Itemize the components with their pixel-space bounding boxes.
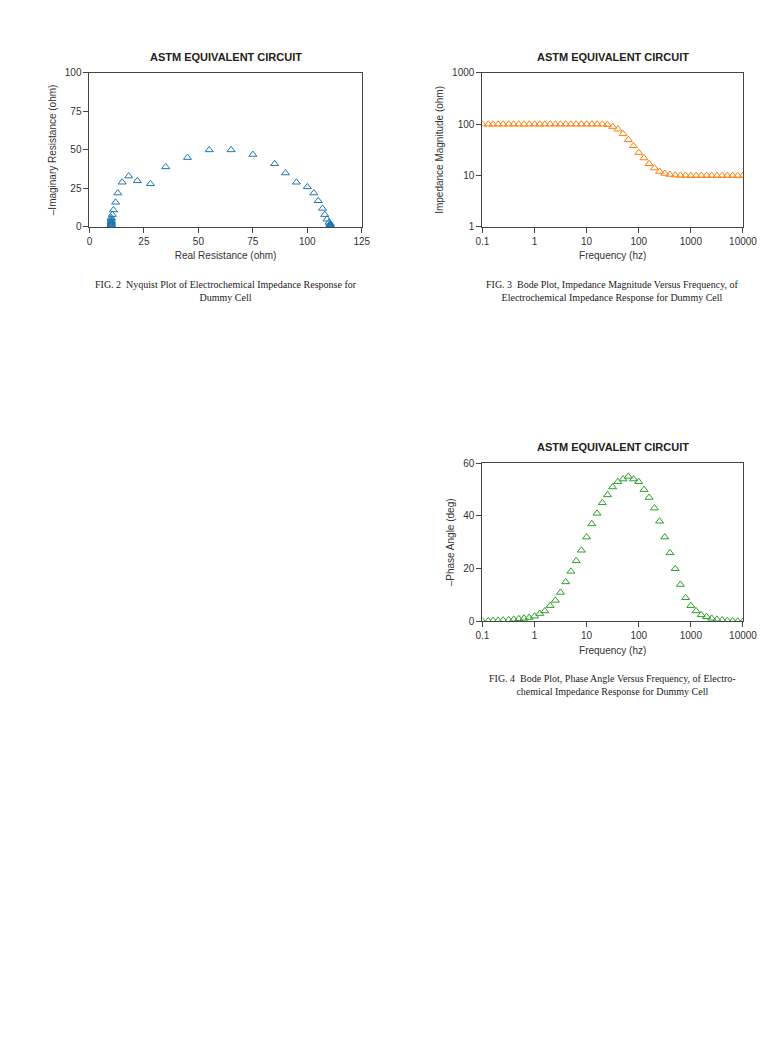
svg-text:–Imaginary Resistance (ohm): –Imaginary Resistance (ohm) (47, 85, 58, 216)
svg-text:10: 10 (581, 630, 593, 641)
svg-text:25: 25 (138, 236, 150, 247)
svg-text:100: 100 (299, 236, 316, 247)
svg-text:0.1: 0.1 (475, 236, 489, 247)
svg-text:75: 75 (70, 106, 82, 117)
svg-text:20: 20 (463, 563, 475, 574)
svg-text:25: 25 (70, 183, 82, 194)
svg-text:ASTM EQUIVALENT CIRCUIT: ASTM EQUIVALENT CIRCUIT (537, 51, 689, 63)
svg-text:1: 1 (532, 236, 538, 247)
svg-text:Impedance Magnitude (ohm): Impedance Magnitude (ohm) (434, 86, 445, 214)
svg-text:10: 10 (463, 170, 475, 181)
svg-text:0: 0 (87, 236, 93, 247)
svg-text:75: 75 (247, 236, 259, 247)
svg-text:100: 100 (458, 119, 475, 130)
svg-text:10000: 10000 (729, 236, 757, 247)
svg-text:0.1: 0.1 (475, 630, 489, 641)
svg-text:100: 100 (630, 236, 647, 247)
svg-text:0: 0 (469, 616, 475, 627)
svg-text:–Phase Angle (deg): –Phase Angle (deg) (445, 498, 456, 586)
svg-text:1: 1 (469, 221, 475, 232)
svg-text:50: 50 (193, 236, 205, 247)
svg-text:1000: 1000 (452, 67, 475, 78)
svg-text:100: 100 (630, 630, 647, 641)
svg-text:10000: 10000 (729, 630, 757, 641)
svg-text:1: 1 (532, 630, 538, 641)
svg-text:100: 100 (65, 67, 82, 78)
svg-text:FIG. 3 Bode Plot, Impedance M: FIG. 3 Bode Plot, Impedance Magnitude Ve… (486, 279, 739, 303)
svg-text:40: 40 (463, 510, 475, 521)
svg-text:ASTM EQUIVALENT CIRCUIT: ASTM EQUIVALENT CIRCUIT (537, 441, 689, 453)
svg-text:Real Resistance (ohm): Real Resistance (ohm) (175, 250, 277, 261)
svg-text:0: 0 (76, 221, 82, 232)
svg-text:1000: 1000 (680, 630, 703, 641)
svg-text:FIG. 2 Nyquist Plot of Electr: FIG. 2 Nyquist Plot of Electrochemical I… (95, 279, 357, 303)
svg-text:Frequency (hz): Frequency (hz) (579, 250, 646, 261)
svg-text:ASTM EQUIVALENT CIRCUIT: ASTM EQUIVALENT CIRCUIT (150, 51, 302, 63)
svg-text:60: 60 (463, 458, 475, 469)
svg-text:1000: 1000 (680, 236, 703, 247)
svg-text:Frequency (hz): Frequency (hz) (579, 645, 646, 656)
svg-text:125: 125 (353, 236, 370, 247)
svg-text:10: 10 (581, 236, 593, 247)
svg-text:FIG. 4 Bode Plot, Phase Angle: FIG. 4 Bode Plot, Phase Angle Versus Fre… (489, 673, 736, 697)
svg-text:50: 50 (70, 144, 82, 155)
